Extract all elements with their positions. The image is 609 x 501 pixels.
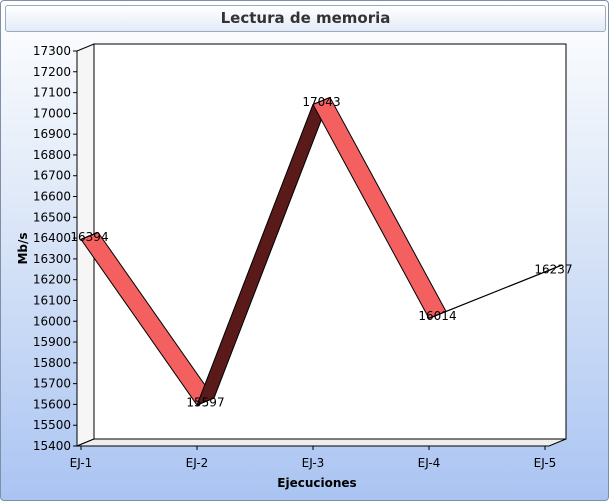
y-tick-label: 17000 xyxy=(33,106,71,120)
series-point xyxy=(428,310,447,319)
x-tick-label: EJ-1 xyxy=(70,456,93,470)
series-point xyxy=(196,397,215,406)
y-tick-label: 15600 xyxy=(33,397,71,411)
data-label: 15597 xyxy=(186,396,224,410)
data-label: 16394 xyxy=(70,230,108,244)
data-label: 16237 xyxy=(534,262,572,276)
series-point xyxy=(80,231,99,240)
y-tick-label: 17100 xyxy=(33,86,71,100)
floor xyxy=(76,438,567,447)
series-point xyxy=(312,96,331,105)
y-tick-label: 15900 xyxy=(33,335,71,349)
y-tick-label: 16100 xyxy=(33,293,71,307)
y-tick-label: 16300 xyxy=(33,252,71,266)
y-tick-label: 15800 xyxy=(33,356,71,370)
y-tick-label: 16800 xyxy=(33,148,71,162)
y-tick-label: 16500 xyxy=(33,210,71,224)
series-point xyxy=(544,264,563,273)
data-label: 17043 xyxy=(302,95,340,109)
chart-title: Lectura de memoria xyxy=(5,5,606,32)
y-tick-label: 16200 xyxy=(33,273,71,287)
y-tick-label: 16600 xyxy=(33,190,71,204)
y-axis-title: Mb/s xyxy=(16,232,30,264)
x-tick-label: EJ-4 xyxy=(418,456,441,470)
y-tick-label: 16000 xyxy=(33,314,71,328)
series-ribbon xyxy=(80,96,563,406)
plot-walls xyxy=(76,43,567,447)
y-tick-label: 17300 xyxy=(33,44,71,58)
y-tick-label: 15400 xyxy=(33,439,71,453)
x-tick-label: EJ-3 xyxy=(302,456,325,470)
y-axis: 15400 15500 15600 15700 15800 15900 16000 16100… xyxy=(33,44,77,453)
y-tick-label: 17200 xyxy=(33,65,71,79)
y-tick-label: 16400 xyxy=(33,231,71,245)
x-tick-label: EJ-5 xyxy=(534,456,557,470)
y-tick-label: 15500 xyxy=(33,418,71,432)
x-tick-label: EJ-2 xyxy=(186,456,209,470)
y-tick-label: 16700 xyxy=(33,169,71,183)
x-axis-title: Ejecuciones xyxy=(277,476,356,490)
y-tick-label: 16900 xyxy=(33,127,71,141)
data-label: 16014 xyxy=(418,309,456,323)
y-tick-label: 15700 xyxy=(33,377,71,391)
data-labels: 16394 15597 17043 16014 16237 xyxy=(70,95,572,410)
x-axis: EJ-1 EJ-2 EJ-3 EJ-4 EJ-5 xyxy=(70,446,557,470)
